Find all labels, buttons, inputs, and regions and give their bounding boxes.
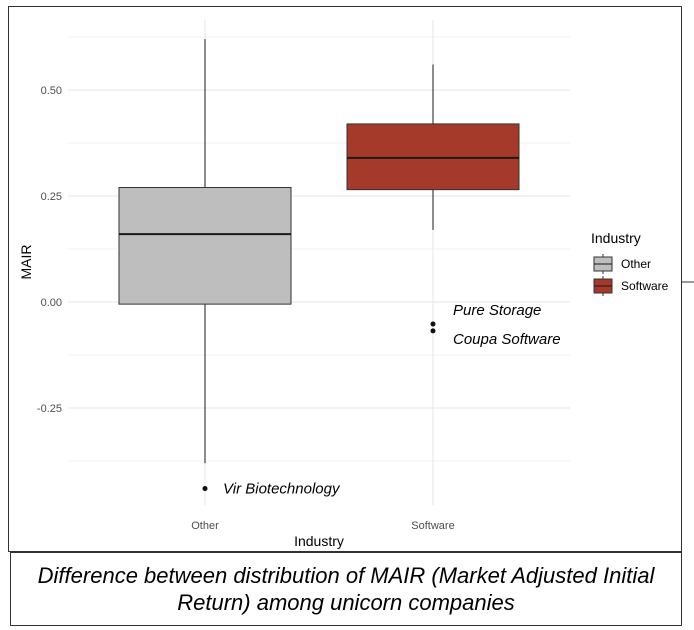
y-tick-layer: 0.50 0.25 0.00 -0.25 [37, 85, 62, 415]
box-software [346, 123, 520, 191]
legend-label-other: Other [621, 257, 651, 271]
box-layer: Vir Biotechnology Pure Storage Coupa Softw… [118, 39, 561, 498]
legend-title: Industry [591, 230, 641, 246]
boxplot-chart: Vir Biotechnology Pure Storage Coupa Softw… [18, 20, 694, 549]
box-other [118, 187, 292, 305]
outlier-label: Coupa Software [453, 331, 561, 348]
outlier-point [430, 328, 436, 334]
y-tick-label: -0.25 [37, 403, 62, 415]
legend-label-software: Software [621, 279, 669, 293]
y-tick-label: 0.25 [41, 191, 62, 203]
x-tick-layer: Other Software [191, 520, 454, 532]
legend: Industry Other Software [591, 230, 669, 296]
outlier-label: Pure Storage [453, 302, 541, 319]
x-axis-title: Industry [294, 533, 344, 549]
outlier-label: Vir Biotechnology [223, 481, 341, 498]
figure-caption: Difference between distribution of MAIR … [37, 563, 655, 615]
y-tick-label: 0.00 [41, 297, 62, 309]
y-tick-label: 0.50 [41, 85, 62, 97]
y-axis-title: MAIR [18, 245, 34, 280]
x-tick-label: Other [191, 520, 219, 532]
x-tick-label: Software [411, 520, 454, 532]
outlier-point [430, 321, 436, 327]
caption-box: Difference between distribution of MAIR … [10, 552, 682, 626]
outlier-point [202, 486, 208, 492]
